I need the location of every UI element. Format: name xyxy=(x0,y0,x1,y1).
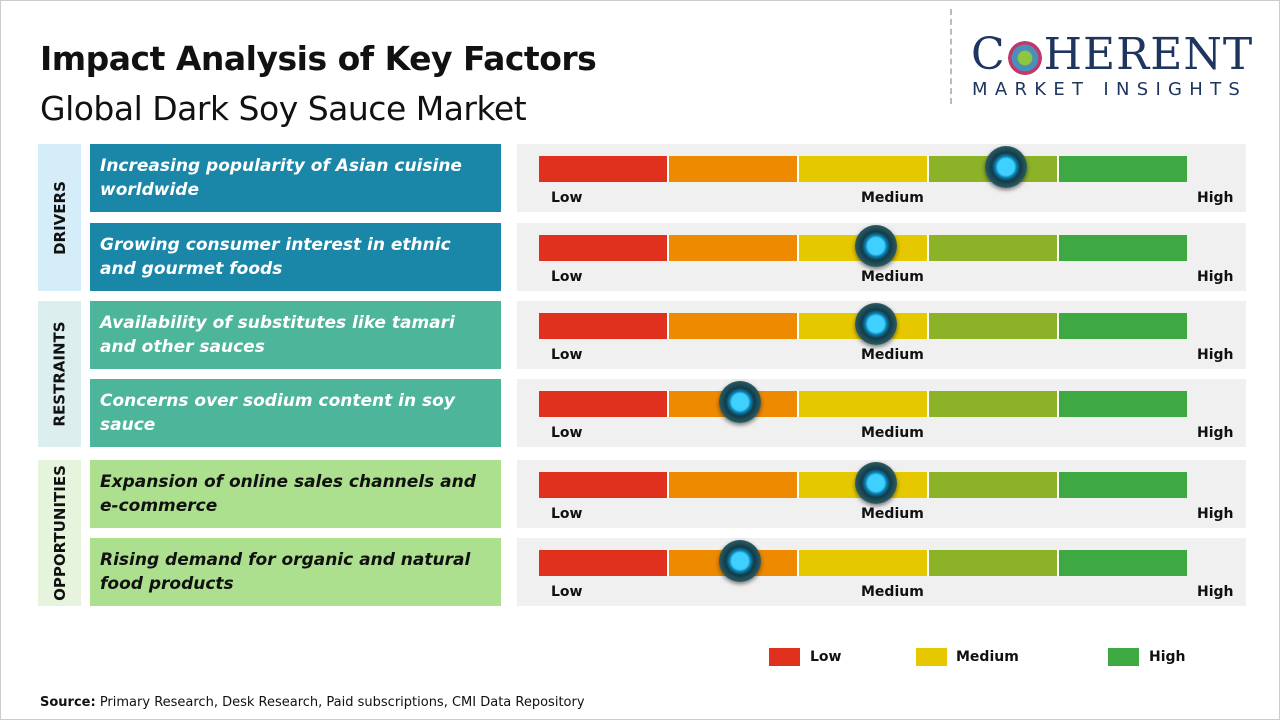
gauge-segment xyxy=(1059,472,1187,498)
gauge-label-medium: Medium xyxy=(861,506,924,522)
gauge-label-medium: Medium xyxy=(861,425,924,441)
factor-text: Growing consumer interest in ethnic and … xyxy=(100,235,451,279)
impact-gauge: Low Medium High xyxy=(517,301,1246,369)
gauge-bar xyxy=(539,550,1187,576)
gauge-label-medium: Medium xyxy=(861,190,924,206)
gauge-segment xyxy=(1059,313,1187,339)
factor-box: Availability of substitutes like tamari … xyxy=(90,301,501,369)
gauge-label-high: High xyxy=(1197,347,1234,363)
impact-gauge: Low Medium High xyxy=(517,379,1246,447)
gauge-label-high: High xyxy=(1197,190,1234,206)
factor-box: Increasing popularity of Asian cuisine w… xyxy=(90,144,501,212)
globe-icon xyxy=(1007,40,1042,75)
source-text: Primary Research, Desk Research, Paid su… xyxy=(95,695,585,710)
gauge-segment xyxy=(669,472,799,498)
logo-text: HERENT xyxy=(1043,29,1254,80)
gauge-label-high: High xyxy=(1197,269,1234,285)
gauge-segment xyxy=(539,391,669,417)
logo: C HERENT xyxy=(971,29,1253,80)
gauge-label-low: Low xyxy=(551,269,583,285)
factor-box: Concerns over sodium content in soy sauc… xyxy=(90,379,501,447)
gauge-bar xyxy=(539,313,1187,339)
gauge-segment xyxy=(799,550,929,576)
gauge-segment xyxy=(539,156,669,182)
gauge-segment xyxy=(669,313,799,339)
factor-text: Expansion of online sales channels and e… xyxy=(100,472,476,516)
category-label-restraints: RESTRAINTS xyxy=(38,301,81,447)
category-label-drivers: DRIVERS xyxy=(38,144,81,291)
impact-indicator-knob xyxy=(718,540,761,582)
gauge-bar xyxy=(539,391,1187,417)
legend-label-medium: Medium xyxy=(956,649,1019,665)
logo-tagline: MARKET INSIGHTS xyxy=(972,79,1248,100)
gauge-segment xyxy=(929,550,1059,576)
factor-text: Availability of substitutes like tamari … xyxy=(100,313,455,357)
gauge-label-high: High xyxy=(1197,425,1234,441)
gauge-segment xyxy=(539,313,669,339)
logo-text: C xyxy=(971,29,1006,80)
gauge-segment xyxy=(539,550,669,576)
gauge-segment xyxy=(799,156,929,182)
gauge-segment xyxy=(929,391,1059,417)
impact-gauge: Low Medium High xyxy=(517,144,1246,212)
gauge-label-high: High xyxy=(1197,506,1234,522)
impact-gauge: Low Medium High xyxy=(517,223,1246,291)
gauge-segment xyxy=(799,391,929,417)
impact-indicator-knob xyxy=(854,462,897,504)
category-label-text: OPPORTUNITIES xyxy=(50,465,69,601)
category-label-text: RESTRAINTS xyxy=(50,321,69,427)
gauge-segment xyxy=(929,313,1059,339)
factor-text: Increasing popularity of Asian cuisine w… xyxy=(100,156,462,200)
legend-swatch-low xyxy=(769,648,800,666)
page-title: Impact Analysis of Key Factors xyxy=(40,39,597,78)
impact-indicator-knob xyxy=(984,146,1027,188)
gauge-segment xyxy=(669,235,799,261)
factor-box: Rising demand for organic and natural fo… xyxy=(90,538,501,606)
gauge-label-low: Low xyxy=(551,506,583,522)
gauge-segment xyxy=(669,156,799,182)
gauge-segment xyxy=(1059,235,1187,261)
category-label-text: DRIVERS xyxy=(50,180,69,255)
impact-indicator-knob xyxy=(854,225,897,267)
gauge-label-low: Low xyxy=(551,425,583,441)
legend-label-high: High xyxy=(1149,649,1186,665)
gauge-bar xyxy=(539,156,1187,182)
gauge-segment xyxy=(1059,391,1187,417)
factor-text: Rising demand for organic and natural fo… xyxy=(100,550,471,594)
gauge-label-medium: Medium xyxy=(861,269,924,285)
gauge-segment xyxy=(929,235,1059,261)
impact-indicator-knob xyxy=(854,303,897,345)
impact-gauge: Low Medium High xyxy=(517,538,1246,606)
factor-box: Expansion of online sales channels and e… xyxy=(90,460,501,528)
gauge-label-low: Low xyxy=(551,190,583,206)
page-subtitle: Global Dark Soy Sauce Market xyxy=(40,89,527,128)
gauge-label-low: Low xyxy=(551,584,583,600)
gauge-segment xyxy=(1059,550,1187,576)
gauge-segment xyxy=(539,472,669,498)
gauge-segment xyxy=(929,472,1059,498)
gauge-segment xyxy=(539,235,669,261)
gauge-segment xyxy=(1059,156,1187,182)
source-label: Source: xyxy=(40,695,96,710)
legend-swatch-high xyxy=(1108,648,1139,666)
legend-swatch-medium xyxy=(916,648,947,666)
legend-label-low: Low xyxy=(810,649,842,665)
factor-text: Concerns over sodium content in soy sauc… xyxy=(100,391,455,435)
category-label-opportunities: OPPORTUNITIES xyxy=(38,460,81,606)
gauge-label-medium: Medium xyxy=(861,584,924,600)
gauge-label-medium: Medium xyxy=(861,347,924,363)
source-note: Source: Primary Research, Desk Research,… xyxy=(40,695,585,710)
impact-gauge: Low Medium High xyxy=(517,460,1246,528)
factor-box: Growing consumer interest in ethnic and … xyxy=(90,223,501,291)
gauge-label-low: Low xyxy=(551,347,583,363)
impact-indicator-knob xyxy=(718,381,761,423)
divider xyxy=(950,9,952,104)
gauge-label-high: High xyxy=(1197,584,1234,600)
